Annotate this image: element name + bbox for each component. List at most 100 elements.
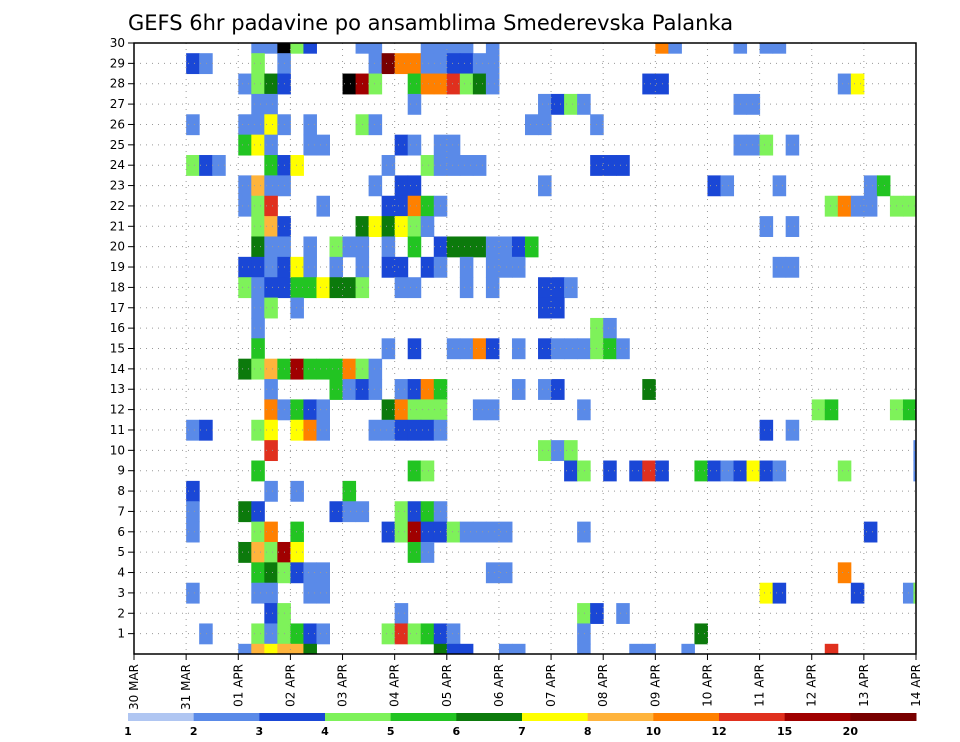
heatmap-cell [876,175,891,197]
heatmap-cell [642,73,656,95]
heatmap-cell [186,419,200,441]
heatmap-cell [381,419,396,441]
colorbar-swatch [653,713,720,721]
heatmap-cell [759,419,774,441]
heatmap-cell [290,155,304,176]
heatmap-cell [394,623,409,645]
heatmap-cell [577,93,591,115]
heatmap-cell [407,73,422,95]
heatmap-cell [785,134,800,156]
heatmap-cell [407,338,422,360]
y-axis: 1234567891011121314151617181920212223242… [110,36,134,641]
heatmap-cell [381,195,396,217]
heatmap-cell [446,73,461,95]
heatmap-cell [485,43,500,54]
heatmap-cell [577,399,591,421]
heatmap-cell [407,236,422,258]
heatmap-cell [303,419,317,441]
y-tick-label: 15 [110,342,125,356]
heatmap-cell [342,501,357,523]
heatmap-cell [694,460,708,482]
heatmap-cell [264,541,278,563]
heatmap-cell [290,277,304,299]
heatmap-cell [303,582,317,604]
heatmap-cell [199,155,213,176]
heatmap-cell [707,460,721,482]
heatmap-cell [420,623,435,645]
heatmap-cell [290,480,304,502]
heatmap-cell [472,155,487,176]
heatmap-cell [746,134,761,156]
heatmap-cell [446,236,461,258]
heatmap-cell [303,114,317,136]
heatmap-cell [407,501,422,523]
x-tick-label: 05 APR [440,664,454,707]
heatmap-cell [629,643,643,655]
y-tick-label: 2 [117,606,125,620]
heatmap-cell [381,53,396,75]
heatmap-cell [251,134,265,156]
x-tick-label: 10 APR [700,664,714,707]
heatmap-cell [420,53,435,75]
heatmap-cell [538,114,552,136]
colorbar-swatch [522,713,589,721]
y-tick-label: 20 [110,240,125,254]
heatmap-cell [824,195,839,217]
heatmap-cell [498,562,513,584]
heatmap-cell [394,277,409,299]
heatmap-cell [603,155,617,176]
x-tick-label: 04 APR [388,664,402,707]
heatmap-cell [329,236,344,258]
heatmap-cell [251,73,265,95]
heatmap-cell [642,460,656,482]
heatmap-cell [525,114,539,136]
heatmap-cell [538,379,552,400]
heatmap-cell [642,643,656,655]
colorbar-tick-label: 7 [518,725,526,738]
heatmap-cell [472,53,487,75]
heatmap-cell [603,460,617,482]
heatmap-cell [264,379,278,400]
heatmap-cell [551,277,565,299]
colorbar-swatch [128,713,195,721]
heatmap-cell [616,338,630,360]
heatmap-cell [551,379,565,400]
heatmap-cell [264,43,278,54]
heatmap-cell [446,53,461,75]
heatmap-cell [251,562,265,584]
heatmap-cell [420,155,435,176]
heatmap-cell [238,73,252,95]
heatmap-cell [407,623,422,645]
heatmap-cell [238,195,252,217]
heatmap-cell [407,277,422,299]
heatmap-cell [238,277,252,299]
colorbar-swatch [325,713,392,721]
heatmap-cell [525,236,539,258]
heatmap-cell [538,338,552,360]
heatmap-cell [290,43,304,54]
heatmap-cell [746,460,761,482]
chart-title: GEFS 6hr padavine po ansamblima Smederev… [128,11,733,35]
heatmap-cell [485,53,500,75]
heatmap-cell [290,643,304,655]
heatmap-cell [759,460,774,482]
y-tick-label: 30 [110,36,125,50]
colorbar: 1 2 3 4 5 6 7 8 10 12 15 20 [124,713,917,738]
heatmap-cell [329,256,344,278]
heatmap-cell [420,541,435,563]
heatmap-cell [603,338,617,360]
heatmap-cell [577,643,591,655]
heatmap-cell [420,460,435,482]
y-tick-label: 23 [110,179,125,193]
heatmap-cell [759,216,774,237]
heatmap-cell [368,419,383,441]
heatmap-cell [264,134,278,156]
heatmap-cell [251,114,265,136]
heatmap-cell [368,216,383,237]
heatmap-cell [564,277,578,299]
heatmap-cell [238,134,252,156]
heatmap-cell [538,440,552,462]
heatmap-cell [407,460,422,482]
heatmap-cell [472,399,487,421]
colorbar-swatch [259,713,326,721]
